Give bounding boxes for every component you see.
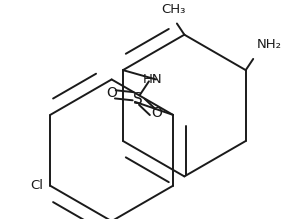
Text: CH₃: CH₃ (161, 3, 185, 16)
Text: S: S (133, 92, 143, 107)
Text: HN: HN (143, 73, 163, 86)
Text: NH₂: NH₂ (257, 38, 282, 51)
Text: O: O (106, 86, 117, 99)
Text: Cl: Cl (30, 179, 43, 192)
Text: O: O (151, 106, 162, 120)
